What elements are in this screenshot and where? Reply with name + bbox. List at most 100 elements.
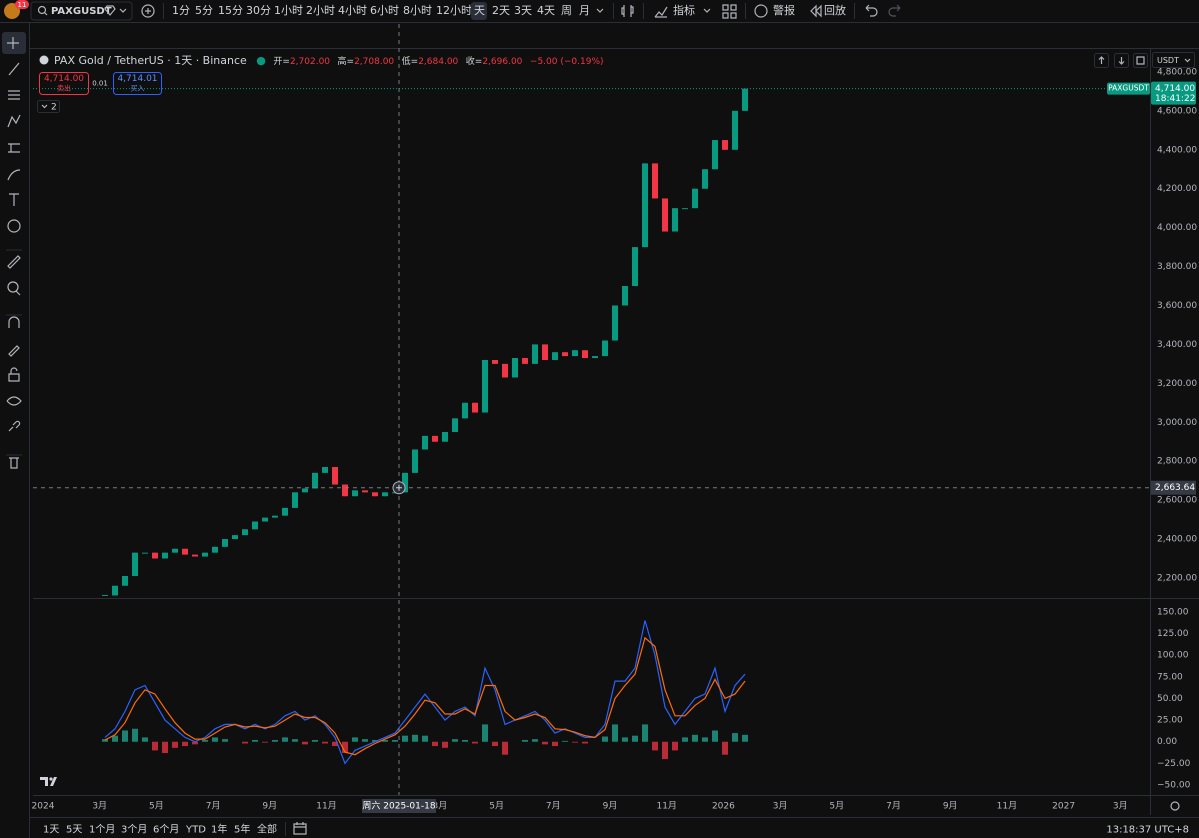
indicator-toggle[interactable] — [37, 100, 60, 113]
symbol-search[interactable] — [30, 1, 133, 21]
time-tick-label: 7月 — [886, 801, 901, 812]
drawing-tool[interactable] — [8, 316, 20, 328]
chevron[interactable] — [119, 8, 127, 13]
drawing-tool[interactable] — [7, 169, 21, 181]
drawing-tool[interactable] — [7, 219, 21, 233]
drawing-tool[interactable] — [7, 114, 21, 128]
candle — [562, 352, 568, 357]
settings-icon[interactable] — [1170, 801, 1180, 811]
reset[interactable] — [1133, 53, 1148, 68]
range-button[interactable]: 1天 — [43, 825, 59, 836]
range-button[interactable]: 全部 — [257, 823, 277, 836]
interval-button[interactable]: 1小时 — [274, 4, 303, 17]
interval-button[interactable]: 2小时 — [306, 4, 335, 17]
time-tick-label: 5月 — [489, 801, 504, 812]
drawing-tool[interactable] — [7, 37, 19, 49]
interval-button[interactable]: 月 — [579, 4, 590, 17]
macd-histogram-bar — [162, 741, 168, 754]
drawing-tool[interactable] — [8, 62, 20, 76]
arrow-up — [1098, 56, 1105, 64]
time-tick-label: 11月 — [997, 801, 1017, 812]
price-tick-label: 2,600.00 — [1157, 496, 1197, 506]
interval-button[interactable]: 12小时 — [436, 4, 472, 17]
goto-date[interactable] — [293, 822, 307, 835]
drawing-tool[interactable] — [7, 255, 21, 269]
interval-button[interactable]: 6小时 — [370, 4, 399, 17]
macd-histogram-bar — [182, 741, 188, 747]
macd-tick-label: 75.00 — [1157, 672, 1183, 682]
range-button[interactable]: YTD — [185, 825, 206, 836]
symbol[interactable]: PAXGUSDT — [51, 6, 112, 17]
macd-histogram-bar — [612, 724, 618, 742]
macd-histogram-bar — [362, 739, 368, 742]
range-button[interactable]: 3个月 — [121, 824, 147, 836]
interval-button[interactable]: 1分 — [172, 4, 190, 17]
currency-select[interactable] — [1152, 52, 1195, 68]
candle — [452, 418, 458, 432]
layout-icon[interactable] — [722, 4, 737, 19]
interval-button[interactable]: 天 — [474, 4, 485, 17]
alert-button[interactable]: 警报 — [773, 3, 795, 17]
macd-histogram-bar — [452, 739, 458, 742]
replay-icon[interactable] — [810, 4, 822, 18]
macd-histogram-bar — [712, 730, 718, 742]
drawing-tool[interactable] — [8, 367, 20, 382]
open-label: 开= — [273, 56, 290, 67]
scroll-down[interactable] — [1114, 53, 1129, 68]
interval-button[interactable]: 4天 — [537, 4, 555, 17]
time-tick-label: 3月 — [1113, 801, 1128, 812]
scroll-up[interactable] — [1094, 53, 1109, 68]
drawing-tool[interactable] — [9, 193, 19, 206]
macd-tick-label: 100.00 — [1157, 651, 1189, 661]
drawing-tool[interactable] — [8, 143, 20, 153]
alert-icon[interactable] — [754, 4, 768, 18]
indicators-button[interactable]: 指标 — [673, 3, 695, 17]
interval-active — [471, 2, 487, 20]
macd-histogram-bar — [132, 728, 138, 742]
spread: 0.01 — [92, 80, 108, 88]
drawing-tool[interactable] — [8, 90, 20, 100]
interval-button[interactable]: 3天 — [514, 4, 532, 17]
time-tick-label: 5月 — [829, 801, 844, 812]
chevron[interactable] — [703, 8, 711, 13]
drawing-tool[interactable] — [8, 420, 21, 432]
candle — [492, 359, 498, 364]
symbol-tag — [1107, 82, 1150, 95]
macd-histogram-bar — [192, 741, 198, 745]
buy-button[interactable] — [113, 72, 162, 95]
interval-button[interactable]: 5分 — [195, 4, 213, 17]
drawing-tool[interactable] — [6, 396, 22, 406]
diamond-icon[interactable] — [104, 5, 116, 16]
interval-button[interactable]: 4小时 — [338, 4, 367, 17]
time-tick-label: 2027 — [1052, 802, 1075, 812]
chart-type-icon[interactable] — [621, 5, 634, 17]
macd-histogram-bar — [602, 736, 608, 742]
macd-histogram-bar — [582, 741, 588, 744]
drawing-tool[interactable] — [7, 281, 21, 296]
interval-button[interactable]: 15分 — [218, 4, 243, 17]
undo[interactable] — [865, 4, 878, 17]
interval-button[interactable]: 30分 — [246, 4, 271, 17]
drawing-tool[interactable] — [9, 457, 19, 469]
add-compare[interactable] — [141, 4, 155, 18]
candle — [212, 546, 218, 553]
indicators-icon[interactable] — [654, 6, 668, 18]
range-button[interactable]: 6个月 — [153, 824, 179, 836]
interval-button[interactable]: 周 — [561, 4, 572, 17]
range-group: 1天 5天 1个月 3个月 6个月 YTD 1年 5年 全部 — [43, 823, 277, 836]
macd-histogram-bar — [662, 741, 668, 760]
replay-button[interactable]: 回放 — [824, 3, 846, 17]
candle — [262, 517, 268, 522]
chevron[interactable] — [596, 8, 604, 13]
candle — [152, 552, 158, 559]
range-button[interactable]: 1年 — [211, 823, 227, 836]
range-button[interactable]: 1个月 — [89, 824, 115, 836]
redo[interactable] — [888, 4, 901, 17]
range-button[interactable]: 5天 — [66, 825, 82, 836]
interval-button[interactable]: 8小时 — [403, 4, 432, 17]
interval-button[interactable]: 2天 — [492, 4, 510, 17]
range-button[interactable]: 5年 — [234, 823, 250, 836]
candle — [732, 110, 738, 150]
drawing-tool[interactable] — [8, 345, 20, 357]
